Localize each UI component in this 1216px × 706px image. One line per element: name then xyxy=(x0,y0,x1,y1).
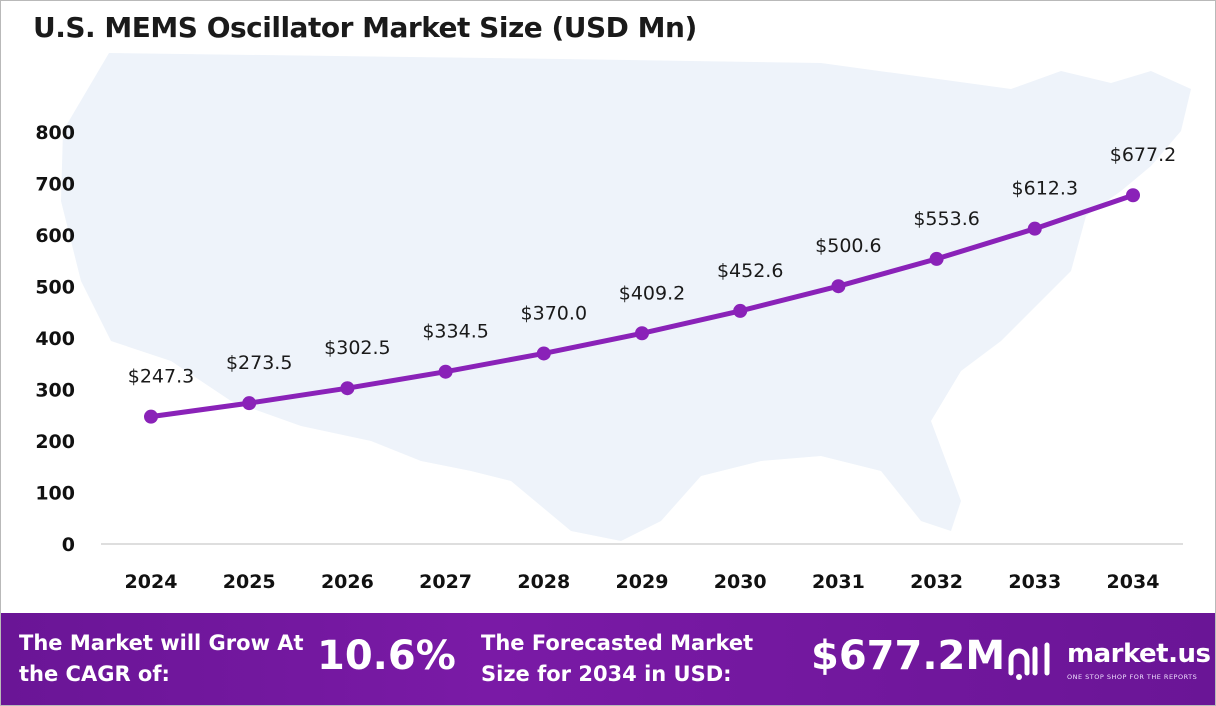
x-tick-label: 2034 xyxy=(1107,571,1160,593)
data-point xyxy=(1126,188,1140,203)
data-label: $553.6 xyxy=(913,208,979,230)
y-tick-label: 500 xyxy=(35,277,75,299)
data-label: $409.2 xyxy=(619,282,685,304)
market-us-logo-icon xyxy=(1008,642,1050,680)
cagr-text: The Market will Grow At the CAGR of: xyxy=(19,631,304,686)
data-label: $370.0 xyxy=(521,302,587,324)
data-point xyxy=(340,381,355,396)
data-label: $500.6 xyxy=(815,235,881,257)
brand-name: market.us xyxy=(1067,639,1211,669)
x-tick-label: 2027 xyxy=(419,571,472,593)
x-tick-label: 2029 xyxy=(616,571,669,593)
data-label: $302.5 xyxy=(324,337,390,359)
cagr-value: 10.6% xyxy=(317,633,456,679)
x-tick-label: 2028 xyxy=(517,571,570,593)
y-tick-label: 700 xyxy=(35,174,75,196)
data-labels: $247.3 $273.5 $302.5 $334.5 $370.0 $409.2 $452… xyxy=(128,144,1176,387)
data-label: $273.5 xyxy=(226,352,292,374)
data-label: $247.3 xyxy=(128,366,194,388)
x-tick-label: 2026 xyxy=(321,571,374,593)
x-tick-label: 2031 xyxy=(812,571,865,593)
y-tick-label: 0 xyxy=(62,534,75,556)
data-point xyxy=(929,251,944,266)
y-tick-label: 200 xyxy=(35,431,75,453)
x-axis: 2024 2025 2026 2027 2028 2029 2030 2031 2032 2033… xyxy=(125,571,1160,593)
y-tick-label: 400 xyxy=(35,328,75,350)
data-point xyxy=(242,396,257,411)
forecast-value: $677.2M xyxy=(811,633,1006,679)
x-tick-label: 2030 xyxy=(714,571,767,593)
brand-logo: market.us ONE STOP SHOP FOR THE REPORTS xyxy=(1005,633,1215,693)
data-label: $612.3 xyxy=(1012,178,1078,200)
x-tick-label: 2025 xyxy=(223,571,276,593)
chart-title: U.S. MEMS Oscillator Market Size (USD Mn… xyxy=(33,11,697,44)
data-point xyxy=(1027,221,1042,236)
data-point xyxy=(144,409,158,424)
data-label: $452.6 xyxy=(717,260,783,282)
data-label: $334.5 xyxy=(422,321,488,343)
data-point xyxy=(438,364,453,379)
y-axis: 0 100 200 300 400 500 600 700 800 xyxy=(35,122,75,556)
data-point xyxy=(536,346,551,361)
x-tick-label: 2032 xyxy=(910,571,963,593)
usa-map-background xyxy=(61,53,1191,541)
y-tick-label: 800 xyxy=(35,122,75,144)
brand-tagline: ONE STOP SHOP FOR THE REPORTS xyxy=(1067,673,1198,681)
data-point xyxy=(733,303,748,318)
footer-banner: The Market will Grow At the CAGR of: 10.… xyxy=(1,613,1215,705)
y-tick-label: 100 xyxy=(35,483,75,505)
data-points xyxy=(144,188,1140,424)
x-tick-label: 2024 xyxy=(125,571,178,593)
y-tick-label: 300 xyxy=(35,380,75,402)
data-point xyxy=(635,326,649,341)
forecast-text: The Forecasted Market Size for 2034 in U… xyxy=(481,631,754,686)
data-label: $677.2 xyxy=(1110,144,1176,166)
x-tick-label: 2033 xyxy=(1008,571,1061,593)
data-point xyxy=(831,279,846,294)
y-tick-label: 600 xyxy=(35,225,75,247)
